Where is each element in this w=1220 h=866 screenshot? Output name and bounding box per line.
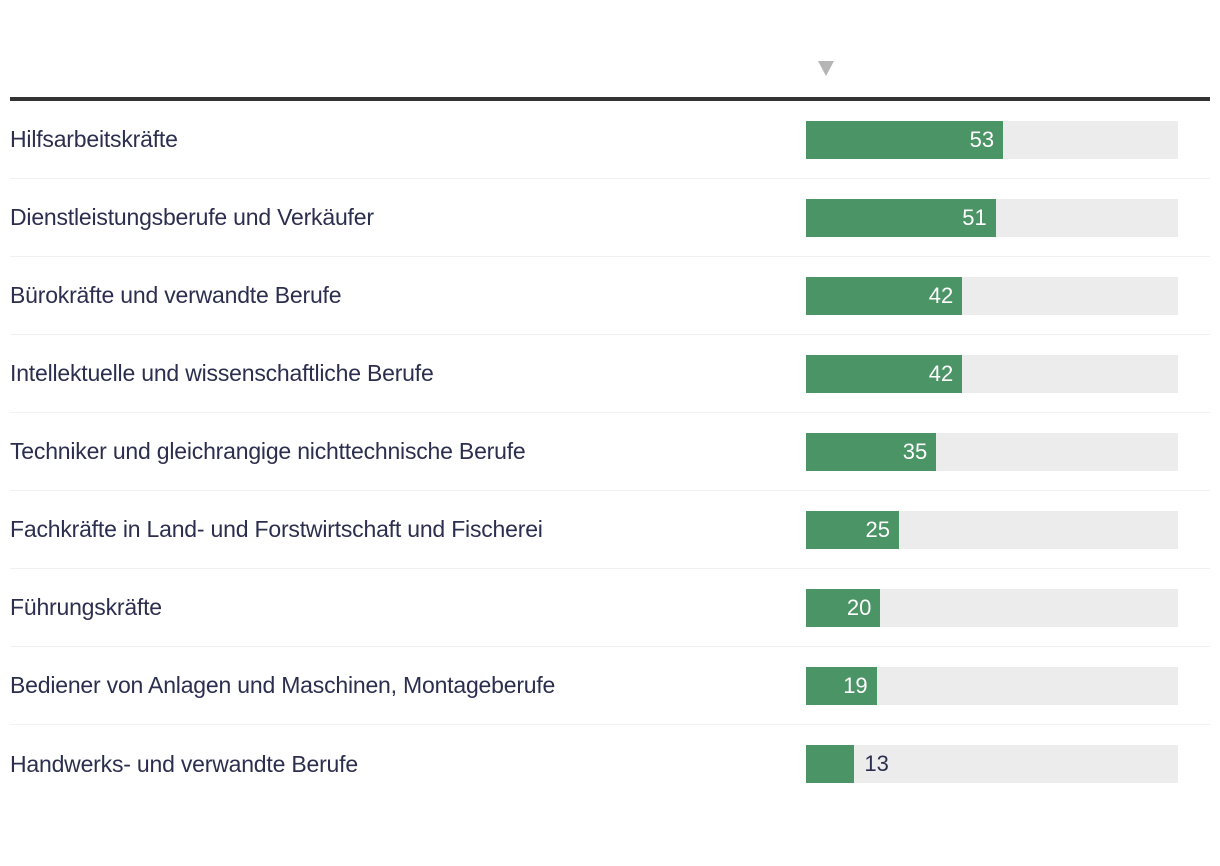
- bar-value: 42: [928, 282, 954, 308]
- bar-fill: [806, 745, 855, 783]
- occupation-label: Hilfsarbeitskräfte: [10, 126, 178, 153]
- bar-track: 42: [806, 354, 1178, 393]
- bar-value: 25: [865, 516, 890, 542]
- bar-fill: 42: [806, 276, 963, 315]
- bar-value: 42: [928, 360, 954, 386]
- occupation-label: Bürokräfte und verwandte Berufe: [10, 282, 342, 309]
- bar-track: 53: [806, 120, 1178, 159]
- table-header: [10, 0, 1210, 101]
- occupation-label: Bediener von Anlagen und Maschinen, Mont…: [10, 672, 556, 699]
- bar-value: 35: [902, 438, 928, 464]
- table-row: Handwerks- und verwandte Berufe 13: [10, 725, 1210, 803]
- occupation-label: Dienstleistungsberufe und Verkäufer: [10, 204, 374, 231]
- occupation-label: Intellektuelle und wissenschaftliche Ber…: [10, 360, 434, 387]
- bar-value: 19: [843, 672, 868, 698]
- bar-value: 51: [962, 204, 987, 230]
- table-row: Fachkräfte in Land- und Forstwirtschaft …: [10, 491, 1210, 569]
- bar-track: 13: [806, 745, 1178, 783]
- bar-fill: 25: [806, 510, 899, 549]
- bar-value: 20: [846, 594, 872, 620]
- occupation-label: Fachkräfte in Land- und Forstwirtschaft …: [10, 516, 543, 543]
- bar-fill: 19: [806, 666, 877, 705]
- bar-track: 20: [806, 588, 1178, 627]
- table-row: Hilfsarbeitskräfte 53: [10, 101, 1210, 179]
- table-row: Dienstleistungsberufe und Verkäufer 51: [10, 179, 1210, 257]
- bar-track: 51: [806, 198, 1178, 237]
- bar-track: 35: [806, 432, 1178, 471]
- bar-value: 13: [864, 751, 889, 776]
- table-row: Intellektuelle und wissenschaftliche Ber…: [10, 335, 1210, 413]
- bar-fill: 51: [806, 198, 996, 237]
- occupation-label: Handwerks- und verwandte Berufe: [10, 750, 358, 777]
- bar-fill: 53: [806, 120, 1004, 159]
- sort-descending-icon[interactable]: [818, 61, 834, 76]
- occupation-label: Techniker und gleichrangige nichttechnis…: [10, 438, 526, 465]
- bar-fill: 35: [806, 432, 937, 471]
- table-row: Führungskräfte 20: [10, 569, 1210, 647]
- table-row: Techniker und gleichrangige nichttechnis…: [10, 413, 1210, 491]
- bar-track: 25: [806, 510, 1178, 549]
- bar-value: 53: [969, 126, 995, 152]
- bar-track: 19: [806, 666, 1178, 705]
- table-row: Bediener von Anlagen und Maschinen, Mont…: [10, 647, 1210, 725]
- bar-track: 42: [806, 276, 1178, 315]
- occupation-label: Führungskräfte: [10, 594, 162, 621]
- bar-fill: 42: [806, 354, 963, 393]
- bar-table-chart: Hilfsarbeitskräfte 53 Dienstleistungsber…: [10, 0, 1210, 803]
- bar-fill: 20: [806, 588, 881, 627]
- table-row: Bürokräfte und verwandte Berufe 42: [10, 257, 1210, 335]
